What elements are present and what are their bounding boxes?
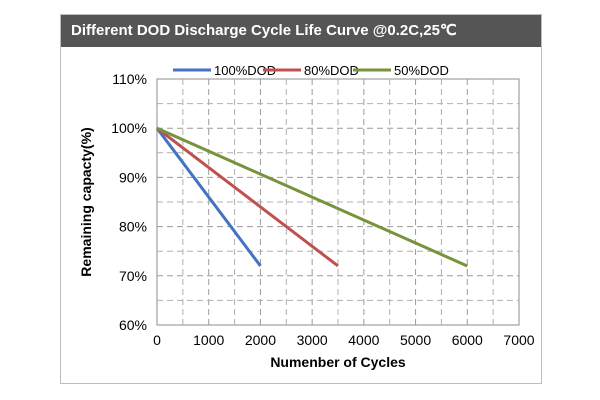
legend-label-1: 80%DOD bbox=[304, 63, 359, 78]
series-line-0 bbox=[155, 127, 262, 267]
x-axis-title: Numenber of Cycles bbox=[270, 354, 406, 370]
x-tick-label: 5000 bbox=[400, 332, 431, 348]
x-tick-label: 2000 bbox=[245, 332, 276, 348]
y-axis-title: Remaining capacty(%) bbox=[78, 127, 94, 276]
x-tick-label: 7000 bbox=[503, 332, 534, 348]
y-tick-label: 100% bbox=[111, 120, 147, 136]
x-tick-label: 3000 bbox=[297, 332, 328, 348]
chart-title: Different DOD Discharge Cycle Life Curve… bbox=[61, 15, 541, 47]
chart-frame: Different DOD Discharge Cycle Life Curve… bbox=[60, 14, 542, 384]
x-tick-label: 6000 bbox=[452, 332, 483, 348]
legend-label-0: 100%DOD bbox=[214, 63, 276, 78]
y-tick-label: 110% bbox=[112, 71, 147, 87]
y-tick-label: 90% bbox=[119, 169, 147, 185]
x-tick-label: 1000 bbox=[193, 332, 224, 348]
y-tick-label: 70% bbox=[119, 268, 147, 284]
y-tick-label: 80% bbox=[119, 219, 147, 235]
x-tick-label: 4000 bbox=[348, 332, 379, 348]
legend-label-2: 50%DOD bbox=[394, 63, 449, 78]
y-tick-label: 60% bbox=[119, 317, 147, 333]
series-line-1 bbox=[156, 127, 339, 268]
x-tick-label: 0 bbox=[153, 332, 161, 348]
series-line-2 bbox=[156, 126, 468, 268]
chart-plot: 0 1000 2000 3000 4000 5000 6000 7000 60% 70% 80% 90… bbox=[78, 63, 535, 370]
